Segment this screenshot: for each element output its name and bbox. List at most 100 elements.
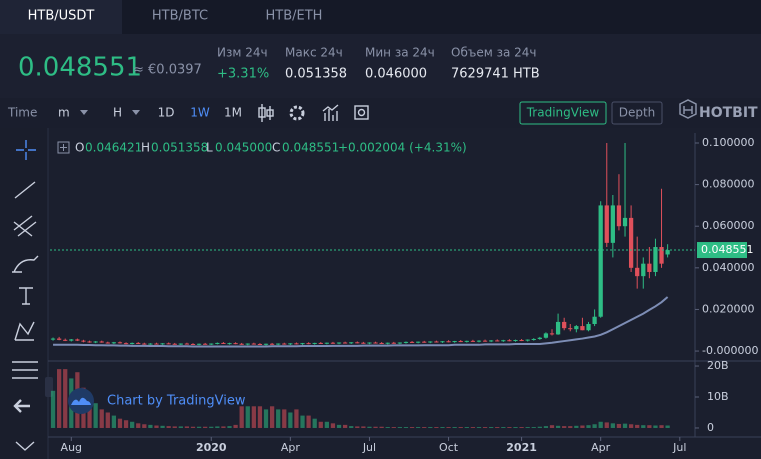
chart-area [0,128,761,459]
candle-body [549,333,555,335]
legend-key: C [272,141,280,155]
candle-body [154,343,159,345]
volume-bar [489,427,494,428]
legend-value: 0.051358 [151,141,208,155]
volume-bar [525,427,530,428]
candle-body [276,343,281,345]
candle-body [221,342,226,344]
volume-bar [647,425,652,428]
volume-bar [416,427,421,428]
text-tool[interactable] [19,287,33,305]
interval-option[interactable]: 1M [224,106,242,120]
candle-body [628,217,634,268]
candle-body [330,342,336,344]
volume-bar [543,426,549,428]
button-label[interactable]: Depth [619,106,656,120]
candle-body [172,343,177,345]
volume-bar [501,427,506,428]
candle-body [555,321,561,335]
legend-value: 0.048551 [282,141,339,155]
tab[interactable]: HTB/BTC [152,9,208,24]
fib-tool[interactable] [13,215,37,237]
collapse-arrow[interactable] [15,441,35,451]
candle-body [178,343,183,345]
depth-button[interactable] [611,101,663,125]
interval-option[interactable]: 1W [190,106,210,120]
candle-body [641,263,646,277]
pattern-tool[interactable] [14,321,35,341]
candle-body [428,341,433,343]
stat-value: 0.051358 [285,67,347,82]
tradingview-button[interactable] [519,101,607,125]
dropdown-arrow[interactable] [132,110,140,115]
legend-key: O [75,141,84,155]
brush-tool[interactable] [12,255,39,273]
volume-bar [482,427,488,428]
dropdown-arrow[interactable] [80,110,88,115]
volume-bar [276,409,281,428]
candle-body [403,341,409,343]
candle-body [379,342,384,344]
volume-bar [385,427,390,428]
volume-bar [154,425,159,428]
candle-body [160,343,165,345]
tab[interactable]: HTB/USDT [28,9,95,24]
volume-bar [221,426,226,428]
interval-option[interactable]: 1D [158,106,175,120]
last-price: 0.048551 [18,53,142,83]
volume-bar [665,425,670,428]
crosshair-tool[interactable] [16,140,36,160]
volume-bar [397,427,403,428]
volume-bar [63,369,68,428]
volume-bar [239,406,244,428]
stat-label: Изм 24ч [217,46,268,60]
minute-menu[interactable]: m [58,106,70,120]
y-tick-label: 0.040000 [702,261,755,274]
candle-body [203,343,208,345]
x-tick-label: Jul [672,441,686,454]
volume-bar [184,426,190,428]
candle-body [269,343,275,345]
prediction-tool[interactable] [12,361,38,379]
legend-value: 0.046421 [85,141,142,155]
volume-bar [409,427,415,428]
x-tick-label: 2020 [196,441,227,454]
trendline-tool[interactable] [14,181,36,199]
candle-body [373,342,378,344]
volume-bar [136,423,141,428]
candle-body [93,341,98,343]
volume-bar [373,426,378,428]
volume-bar [476,427,482,428]
volume-bar [604,422,609,428]
legend-toggle-plus[interactable] [60,144,67,151]
candle-type-icon[interactable] [258,104,274,122]
candle-body [452,341,457,343]
stat-label: Объем за 24ч [451,46,536,60]
candle-body [604,205,609,243]
hour-menu[interactable]: H [113,106,122,120]
volume-bar [282,409,287,428]
volume-bar [428,427,433,428]
candle-body [476,340,482,342]
volume-bar [349,426,354,428]
volume-tick-label: 10B [707,390,729,403]
tab[interactable]: HTB/ETH [266,9,323,24]
indicators-icon[interactable] [322,104,339,121]
volume-bar [215,426,220,428]
y-tick-label: 0.020000 [702,302,755,315]
back-arrow[interactable] [13,399,30,413]
volume-bar [227,426,232,428]
button-label[interactable]: TradingView [526,106,600,120]
candle-body [190,343,196,345]
volume-bar [203,426,208,428]
candle-body [592,316,597,325]
settings-icon[interactable] [289,105,305,121]
volume-bar [495,427,500,428]
candle-body [142,343,147,345]
screenshot-icon[interactable] [354,105,369,120]
candle-body [166,343,171,345]
volume-bar [306,415,311,428]
y-tick-label: 0.060000 [702,219,755,232]
legend-toggle[interactable] [57,141,70,154]
candle-body [123,343,129,345]
